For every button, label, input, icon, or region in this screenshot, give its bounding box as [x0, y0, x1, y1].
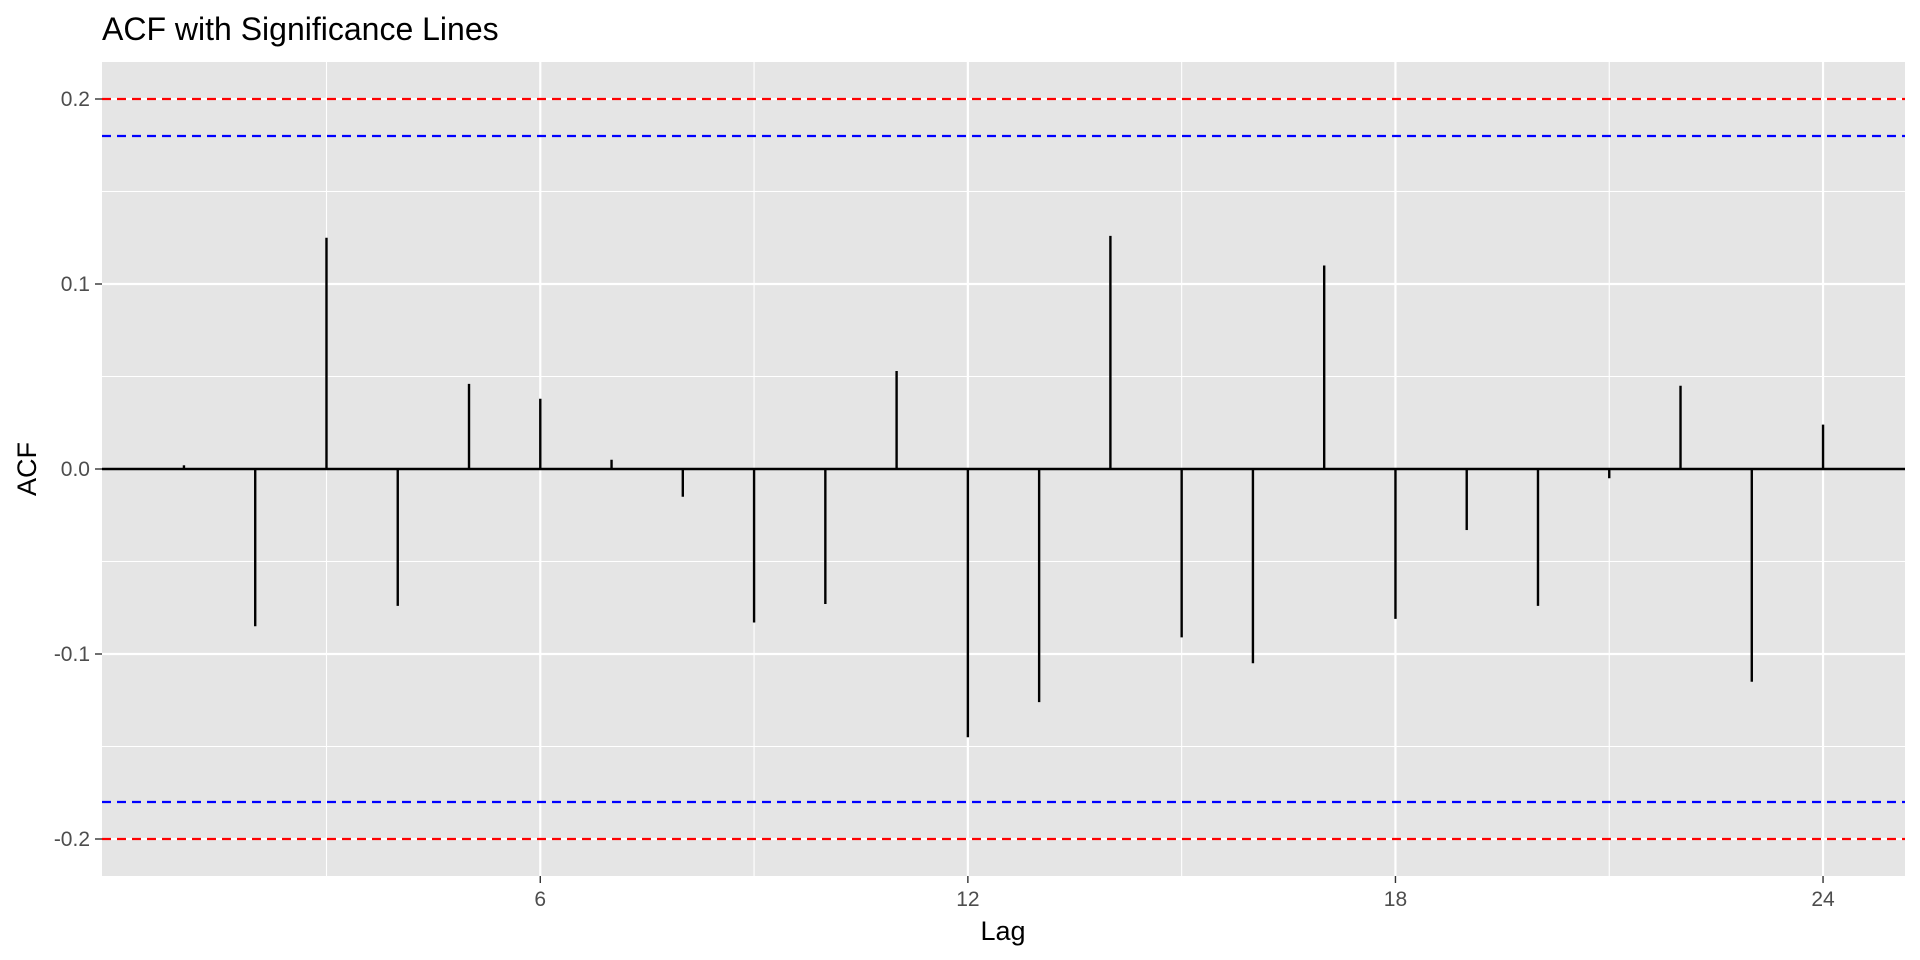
y-axis-ticks: -0.2 -0.1 0.0 0.1 0.2: [54, 88, 102, 851]
y-tick-label: -0.1: [54, 643, 90, 666]
y-tick-label: 0.1: [61, 273, 90, 296]
acf-bars: [182, 235, 1825, 738]
y-tick-label: -0.2: [54, 828, 90, 851]
y-tick-label: 0.0: [61, 458, 90, 481]
x-tick-label: 12: [956, 888, 979, 911]
minor-gridlines: [102, 62, 1905, 876]
y-tick-label: 0.2: [61, 88, 90, 111]
significance-lines: [102, 97, 1905, 841]
x-tick-label: 18: [1384, 888, 1407, 911]
x-tick-label: 24: [1811, 888, 1835, 911]
x-axis-title: Lag: [980, 916, 1025, 946]
y-axis-title: ACF: [12, 442, 42, 496]
chart-title: ACF with Significance Lines: [102, 11, 499, 47]
x-axis-ticks: 6 12 18 24: [534, 876, 1835, 911]
x-tick-label: 6: [534, 888, 546, 911]
